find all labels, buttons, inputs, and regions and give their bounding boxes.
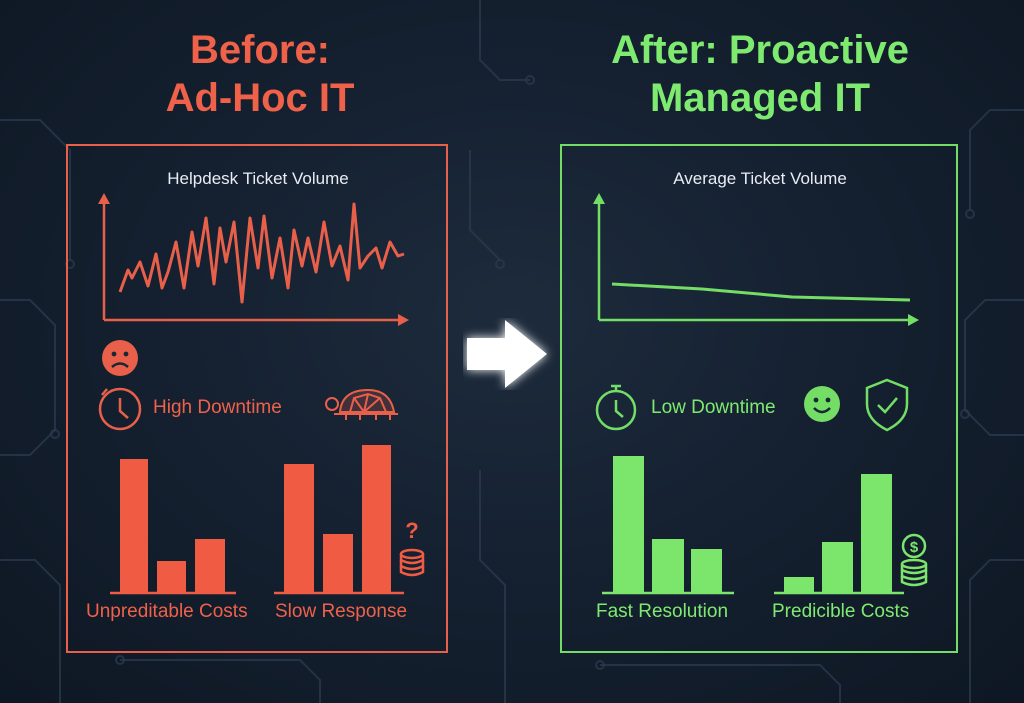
after-chart-title: Average Ticket Volume <box>673 169 847 188</box>
before-response-bar-2 <box>323 534 353 592</box>
dollar-coins-icon: $ <box>900 533 928 587</box>
question-coins-icon: ? <box>399 518 425 577</box>
after-resolution-bars <box>613 456 722 592</box>
after-heading: After: Proactive Managed IT <box>540 26 980 122</box>
after-indicator-label: Low Downtime <box>651 397 776 418</box>
turtle-icon <box>325 388 398 420</box>
right-arrow-icon <box>467 320 547 388</box>
after-panel: Average Ticket Volume <box>560 144 958 653</box>
before-cost-label: Unpreditable Costs <box>86 601 248 622</box>
svg-text:?: ? <box>405 518 418 543</box>
before-ticket-volume-line <box>118 202 405 304</box>
after-cost-bar-2 <box>822 542 853 592</box>
before-response-label: Slow Response <box>275 601 408 622</box>
before-cost-bar-3 <box>195 539 225 592</box>
svg-text:$: $ <box>910 539 919 556</box>
stopwatch-icon <box>595 384 637 431</box>
before-response-bar-1 <box>284 464 314 592</box>
after-heading-line-1: After: Proactive <box>611 28 909 72</box>
before-heading-line-2: Ad-Hoc IT <box>165 76 355 120</box>
before-cost-bar-1 <box>120 459 148 592</box>
before-panel: Helpdesk Ticket Volume <box>66 144 448 653</box>
before-cost-bar-2 <box>157 561 186 592</box>
before-chart-axes <box>98 193 409 326</box>
after-chart-axes <box>593 193 919 326</box>
after-resolution-bar-1 <box>613 456 644 592</box>
before-cost-bars <box>120 459 225 592</box>
before-indicator-label: High Downtime <box>153 397 282 418</box>
smiley-face-icon <box>804 386 840 422</box>
after-cost-label: Predicible Costs <box>772 601 910 622</box>
after-resolution-bar-3 <box>691 549 722 592</box>
sad-face-icon <box>102 340 138 376</box>
before-heading: Before: Ad-Hoc IT <box>60 26 460 122</box>
after-resolution-bar-2 <box>652 539 684 592</box>
after-resolution-label: Fast Resolution <box>596 601 729 622</box>
after-cost-bar-3 <box>861 474 892 592</box>
before-response-bar-3 <box>362 445 391 592</box>
before-heading-line-1: Before: <box>189 28 331 72</box>
before-chart-title: Helpdesk Ticket Volume <box>167 169 348 188</box>
after-cost-bars <box>784 474 892 592</box>
after-cost-bar-1 <box>784 577 814 592</box>
before-response-bars <box>284 445 391 592</box>
shield-check-icon <box>865 378 909 432</box>
clock-icon <box>98 387 142 431</box>
after-heading-line-2: Managed IT <box>649 76 871 120</box>
after-ticket-volume-line <box>611 282 911 302</box>
